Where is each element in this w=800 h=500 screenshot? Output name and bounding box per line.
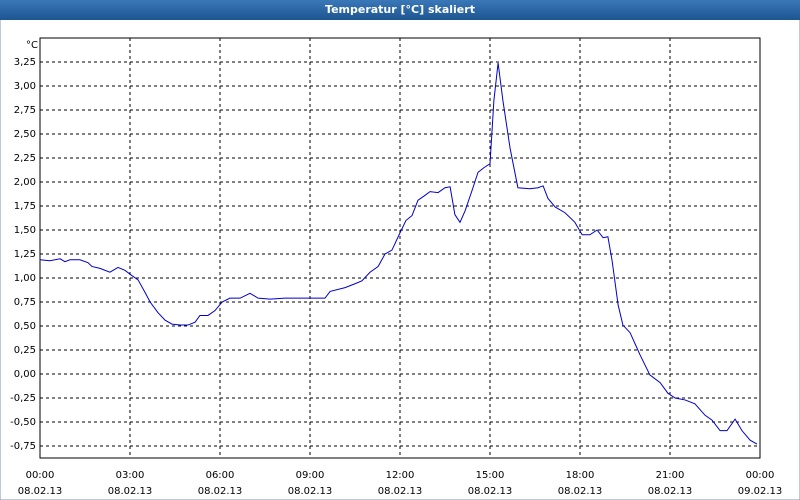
- x-tick-date: 08.02.13: [288, 486, 333, 497]
- x-tick-date: 08.02.13: [648, 486, 693, 497]
- y-tick-label: -0,75: [10, 441, 36, 452]
- x-tick-label: 00:00: [746, 470, 775, 481]
- title-bar: [0, 0, 800, 20]
- y-unit: °C: [26, 40, 38, 51]
- y-tick-label: -0,50: [10, 417, 36, 428]
- y-tick-label: 2,75: [14, 105, 36, 116]
- y-tick-label: 3,00: [14, 81, 36, 92]
- y-tick-label: 0,50: [14, 321, 36, 332]
- x-tick-date: 08.02.13: [198, 486, 243, 497]
- plot-border: [39, 37, 761, 459]
- x-tick-label: 15:00: [476, 470, 505, 481]
- x-tick-date: 08.02.13: [558, 486, 603, 497]
- x-tick-date: 08.02.13: [18, 486, 63, 497]
- x-tick-label: 09:00: [296, 470, 325, 481]
- x-tick-date: 08.02.13: [108, 486, 153, 497]
- y-tick-label: 2,50: [14, 129, 36, 140]
- x-tick-label: 03:00: [116, 470, 145, 481]
- x-tick-label: 21:00: [656, 470, 685, 481]
- y-tick-label: 1,25: [14, 249, 36, 260]
- data-line: [39, 62, 758, 445]
- y-tick-label: 1,75: [14, 201, 36, 212]
- x-tick-date: 09.02.13: [738, 486, 783, 497]
- y-tick-label: 0,00: [14, 369, 36, 380]
- y-tick-label: 1,50: [14, 225, 36, 236]
- x-tick-label: 12:00: [386, 470, 415, 481]
- x-tick-label: 00:00: [26, 470, 55, 481]
- y-tick-label: 1,00: [14, 273, 36, 284]
- x-tick-date: 08.02.13: [378, 486, 423, 497]
- y-tick-label: 0,25: [14, 345, 36, 356]
- y-tick-label: 3,25: [14, 57, 36, 68]
- y-tick-label: -0,25: [10, 393, 36, 404]
- x-tick-date: 08.02.13: [468, 486, 513, 497]
- y-tick-label: 0,75: [14, 297, 36, 308]
- chart-title: Temperatur [°C] skaliert: [325, 3, 475, 16]
- x-tick-label: 18:00: [566, 470, 595, 481]
- y-tick-label: 2,00: [14, 177, 36, 188]
- y-tick-label: 2,25: [14, 153, 36, 164]
- x-tick-label: 06:00: [206, 470, 235, 481]
